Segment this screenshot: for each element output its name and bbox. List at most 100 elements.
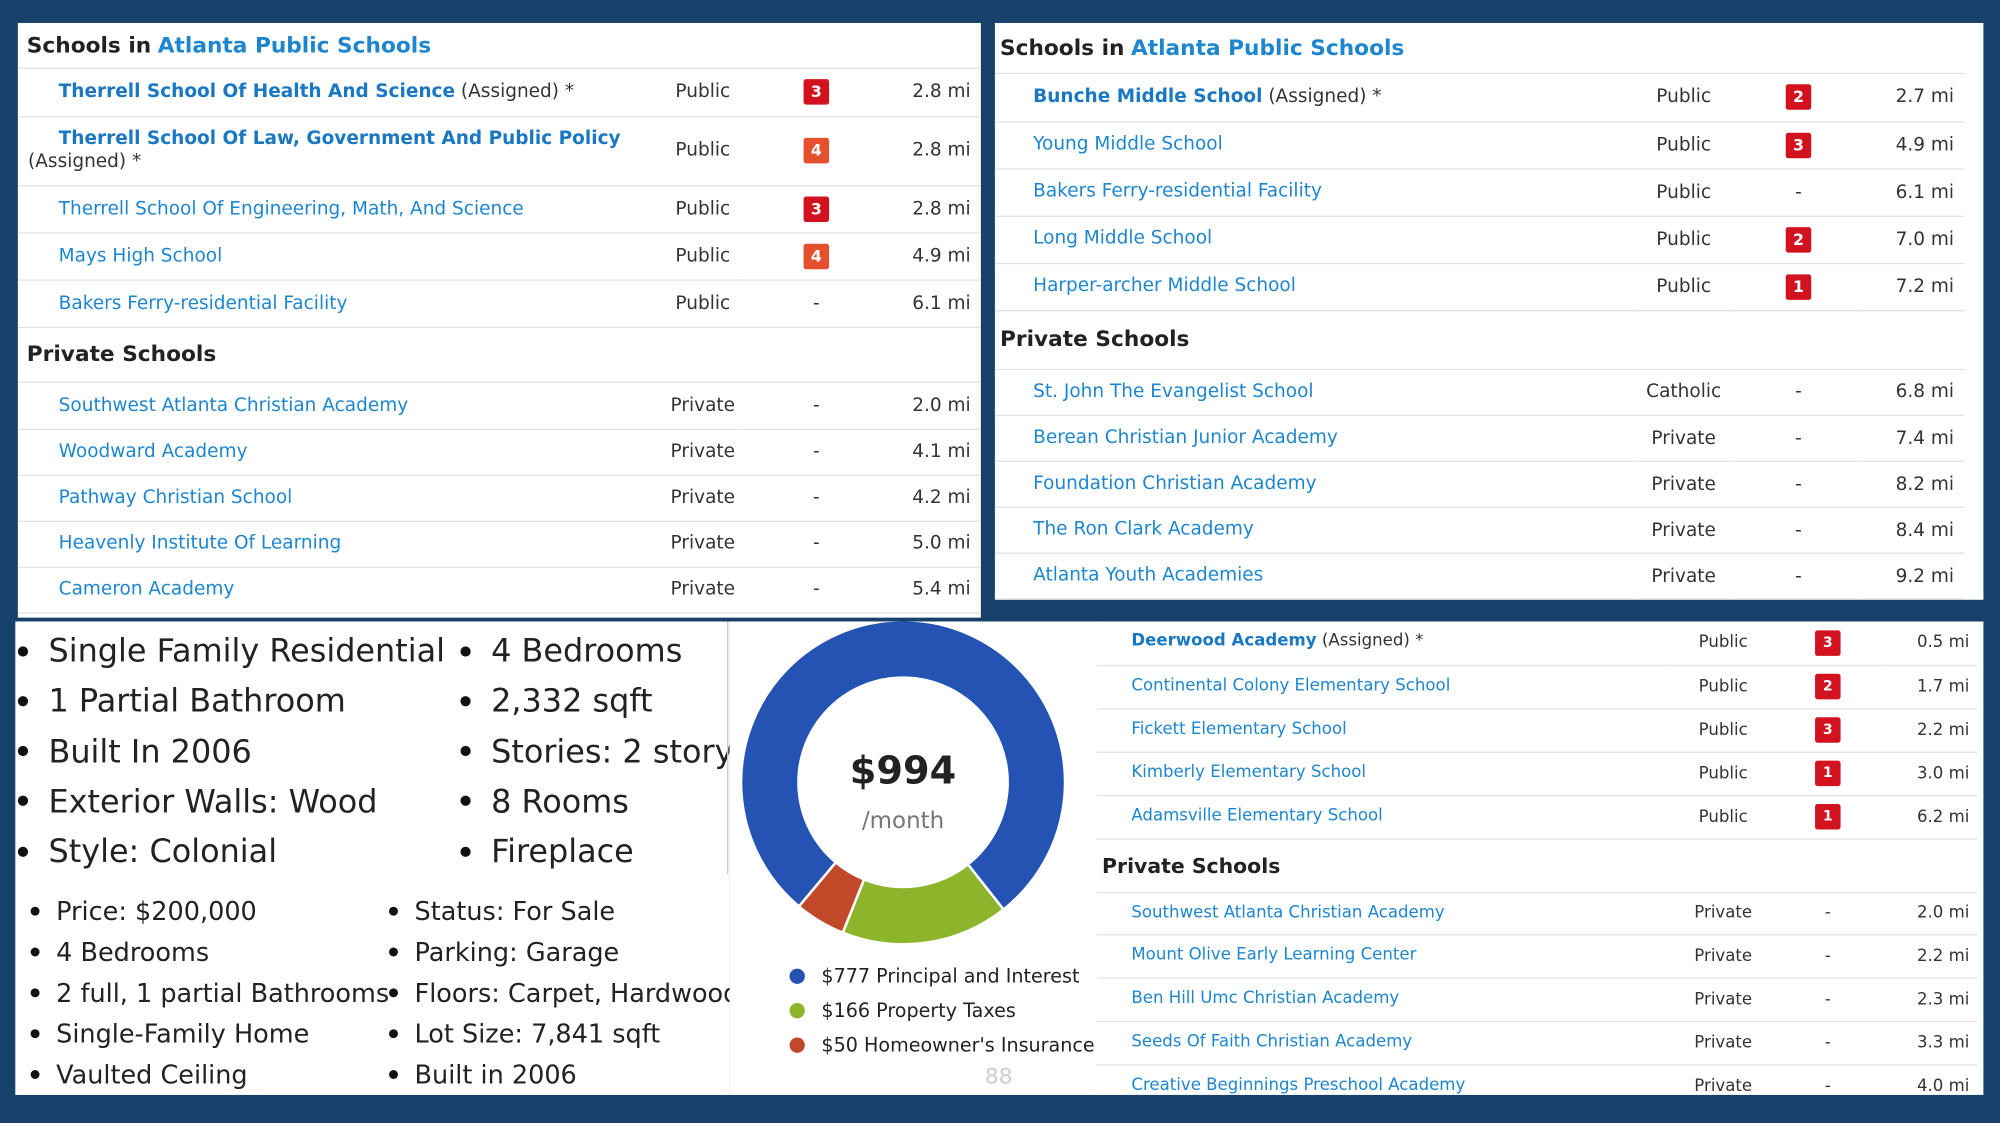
school-row: Fickett Elementary School Public 3 2.2 mi — [1096, 708, 1978, 753]
school-link[interactable]: Pathway Christian School — [58, 487, 293, 508]
schools-table: Southwest Atlanta Christian Academy Priva… — [1096, 892, 1978, 1095]
school-link[interactable]: Deerwood Academy — [1131, 632, 1317, 652]
panel-title: Schools in Atlanta Public Schools — [994, 23, 1965, 75]
district-link[interactable]: Atlanta Public Schools — [1130, 35, 1405, 61]
school-rating: 1 — [1734, 262, 1863, 311]
school-row: Mount Olive Early Learning Center Private… — [1096, 935, 1978, 980]
school-link[interactable]: Ben Hill Umc Christian Academy — [1131, 989, 1400, 1009]
school-rating: 3 — [743, 68, 890, 117]
school-link[interactable]: Mays High School — [58, 245, 223, 267]
school-row: Cameron Academy Private - 5.4 mi — [17, 566, 981, 614]
school-rating: - — [1734, 415, 1863, 462]
rating-empty: - — [1795, 565, 1802, 587]
feature-item: 1 Partial Bathroom — [48, 682, 346, 720]
school-link[interactable]: Therrell School Of Law, Government And P… — [58, 128, 621, 149]
school-row: Bunche Middle School (Assigned) * Public 2… — [994, 74, 1965, 122]
school-link[interactable]: Continental Colony Elementary School — [1131, 675, 1451, 695]
panel-title: Schools in Atlanta Public Schools — [17, 23, 981, 69]
school-name: Therrell School Of Health And Science (A… — [17, 68, 662, 117]
school-row: Berean Christian Junior Academy Private - 7… — [994, 415, 1965, 462]
rating-badge: 1 — [1815, 803, 1841, 830]
school-link[interactable]: Long Middle School — [1033, 228, 1213, 249]
feature-item: Exterior Walls: Wood — [48, 782, 378, 820]
rating-empty: - — [812, 579, 820, 601]
payment-period: /month — [862, 808, 944, 834]
school-name: Atlanta Youth Academies — [994, 553, 1633, 600]
school-type: Public — [661, 280, 744, 329]
feature-item: 2 full, 1 partial Bathrooms — [56, 977, 390, 1009]
school-type: Private — [661, 429, 744, 476]
school-type: Private — [661, 566, 744, 614]
school-name: Bakers Ferry-residential Facility — [994, 168, 1633, 217]
school-distance: 9.2 mi — [1862, 553, 1965, 600]
school-link[interactable]: Southwest Atlanta Christian Academy — [58, 394, 409, 416]
school-type: Public — [1632, 262, 1735, 311]
school-row: Bakers Ferry-residential Facility Public -… — [994, 168, 1965, 217]
donut-segment — [739, 621, 1067, 912]
school-rating: - — [1775, 892, 1881, 936]
school-link[interactable]: Fickett Elementary School — [1131, 719, 1347, 739]
feature-item: Price: $200,000 — [56, 895, 257, 927]
school-link[interactable]: Adamsville Elementary School — [1131, 805, 1383, 826]
school-link[interactable]: Kimberly Elementary School — [1131, 762, 1367, 782]
assigned-tag: (Assigned) * — [1321, 632, 1424, 652]
rating-empty: - — [812, 293, 820, 315]
school-type: Private — [661, 383, 744, 430]
school-distance: 6.2 mi — [1880, 795, 1978, 840]
school-type: Public — [1670, 795, 1776, 840]
rating-badge: 1 — [1815, 760, 1841, 787]
school-distance: 6.1 mi — [889, 280, 981, 329]
school-link[interactable]: Heavenly Institute Of Learning — [58, 533, 342, 554]
feature-item: Lot Size: 7,841 sqft — [414, 1018, 661, 1049]
school-link[interactable]: Harper-archer Middle School — [1033, 275, 1296, 297]
school-link[interactable]: Young Middle School — [1033, 134, 1223, 155]
school-name: Woodward Academy — [17, 429, 662, 476]
rating-empty: - — [812, 487, 820, 509]
school-rating: - — [1775, 935, 1881, 980]
feature-item: Stories: 2 story — [491, 733, 730, 770]
section-heading: Private Schools — [17, 328, 981, 384]
rating-badge: 3 — [1815, 630, 1841, 656]
features-panel: Single Family Residential 1 Partial Bathr… — [15, 621, 730, 1095]
school-rating: 2 — [1734, 74, 1863, 122]
school-link[interactable]: Seeds Of Faith Christian Academy — [1131, 1032, 1413, 1052]
assigned-tag: (Assigned) * — [28, 152, 142, 173]
district-link[interactable]: Atlanta Public Schools — [157, 32, 432, 59]
school-link[interactable]: Creative Beginnings Preschool Academy — [1131, 1075, 1466, 1095]
school-link[interactable]: Cameron Academy — [58, 579, 235, 600]
school-type: Public — [1632, 215, 1735, 264]
school-link[interactable]: Foundation Christian Academy — [1033, 473, 1317, 494]
school-distance: 7.4 mi — [1862, 415, 1965, 462]
school-link[interactable]: Berean Christian Junior Academy — [1033, 427, 1338, 449]
school-link[interactable]: Therrell School Of Health And Science — [58, 81, 456, 102]
assigned-tag: (Assigned) * — [460, 81, 575, 102]
school-link[interactable]: Therrell School Of Engineering, Math, An… — [58, 198, 524, 220]
assigned-tag: (Assigned) * — [1268, 86, 1382, 107]
school-type: Private — [1670, 1065, 1776, 1095]
school-name: Creative Beginnings Preschool Academy — [1096, 1065, 1671, 1095]
rating-badge: 2 — [1785, 226, 1812, 253]
school-link[interactable]: The Ron Clark Academy — [1033, 519, 1254, 540]
school-distance: 4.0 mi — [1880, 1065, 1978, 1095]
school-link[interactable]: Bakers Ferry-residential Facility — [58, 293, 348, 314]
school-link[interactable]: Southwest Atlanta Christian Academy — [1131, 902, 1445, 923]
school-distance: 4.1 mi — [889, 429, 981, 476]
school-link[interactable]: Bakers Ferry-residential Facility — [1033, 181, 1322, 202]
school-row: St. John The Evangelist School Catholic - 6… — [994, 369, 1965, 417]
school-rating: - — [1775, 1065, 1881, 1095]
school-row: Southwest Atlanta Christian Academy Priva… — [17, 383, 981, 430]
school-link[interactable]: Woodward Academy — [58, 441, 248, 462]
watermark: 88 — [985, 1064, 1013, 1089]
school-name: Therrell School Of Law, Government And P… — [17, 116, 662, 187]
rating-empty: - — [812, 441, 820, 463]
school-link[interactable]: Atlanta Youth Academies — [1033, 565, 1264, 586]
school-name: Heavenly Institute Of Learning — [17, 520, 662, 568]
school-type: Public — [1670, 664, 1776, 709]
rating-badge: 4 — [803, 243, 830, 270]
section-heading: Private Schools — [1096, 839, 1978, 893]
school-link[interactable]: Mount Olive Early Learning Center — [1131, 946, 1417, 966]
school-link[interactable]: Bunche Middle School — [1033, 86, 1263, 107]
schools-table: Bunche Middle School (Assigned) * Public 2… — [994, 74, 1965, 311]
school-link[interactable]: St. John The Evangelist School — [1033, 381, 1314, 402]
school-distance: 6.1 mi — [1862, 168, 1965, 217]
